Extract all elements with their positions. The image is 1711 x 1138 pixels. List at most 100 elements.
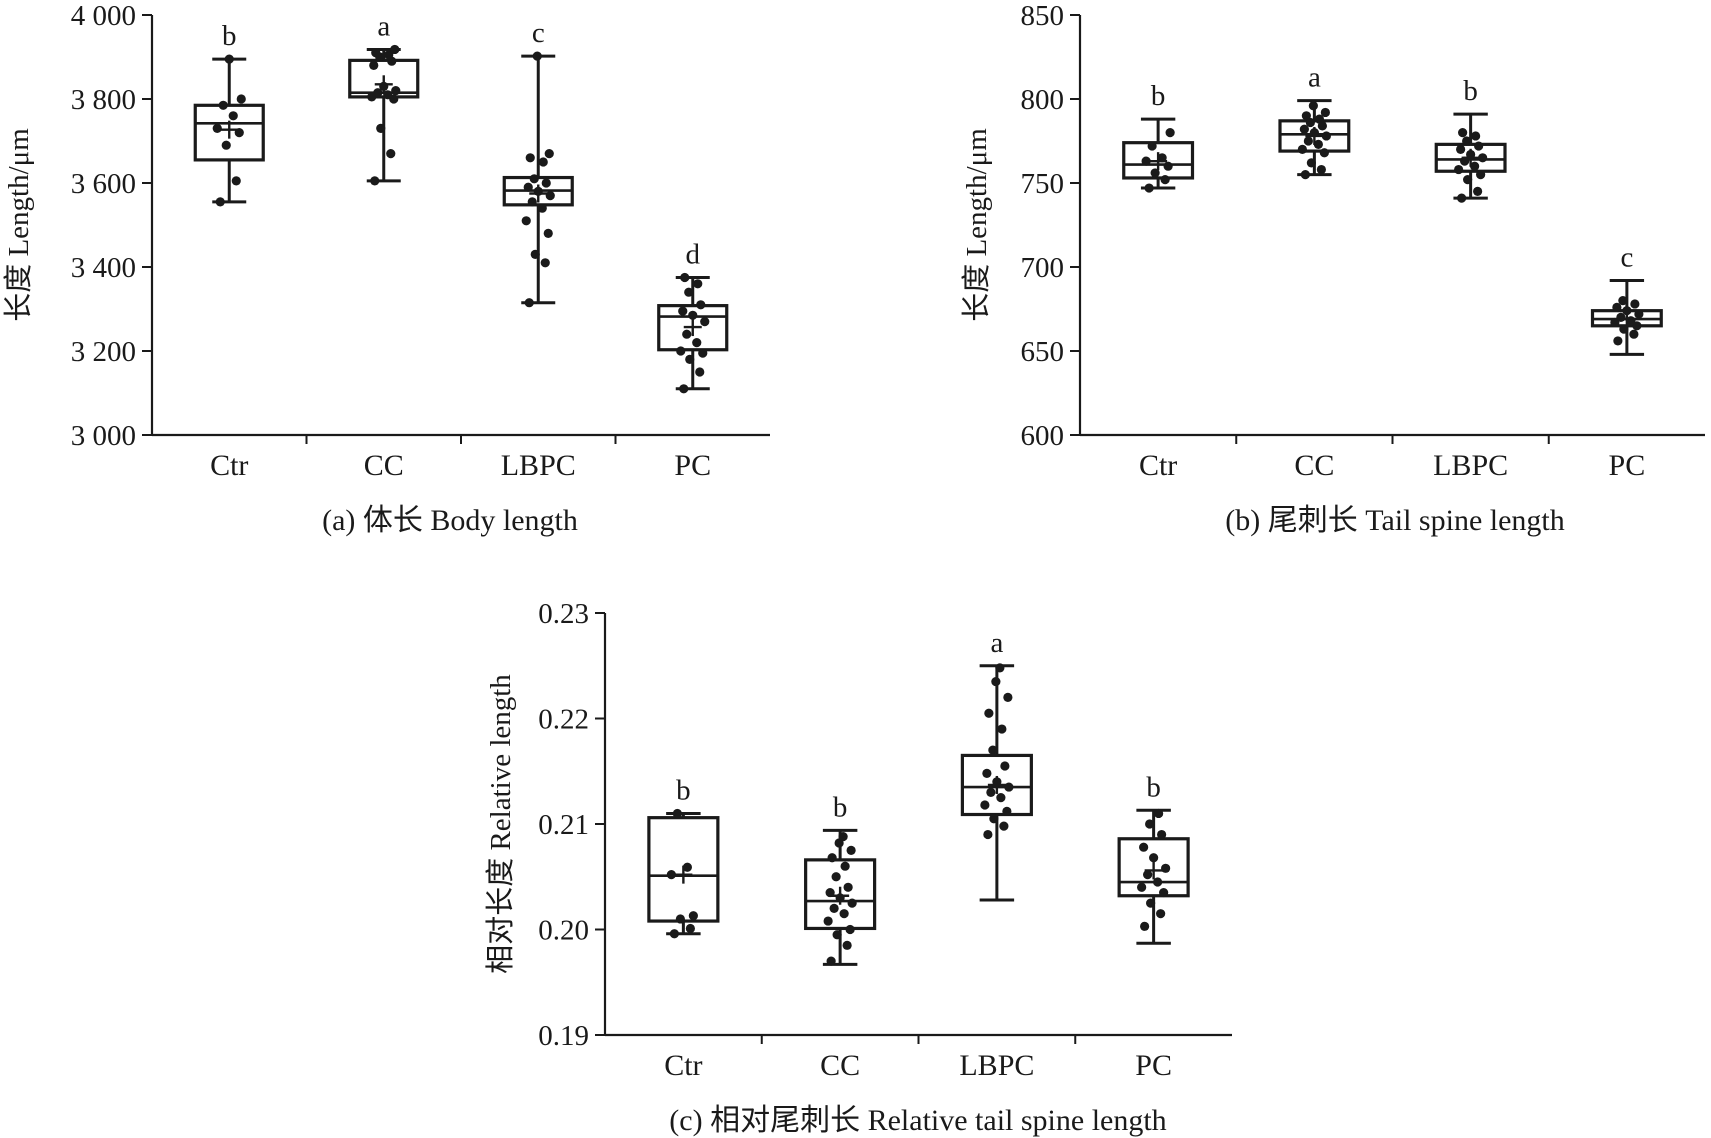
y-tick-label: 650 (1021, 336, 1065, 368)
data-point (1004, 782, 1014, 792)
data-point (1463, 175, 1473, 185)
significance-letter: a (1308, 62, 1321, 94)
y-tick-label: 3 800 (71, 84, 136, 116)
data-point (843, 882, 853, 892)
data-point (527, 197, 537, 207)
x-category-label: PC (1135, 1049, 1172, 1082)
data-point (1300, 170, 1310, 180)
data-point (666, 870, 676, 880)
data-point (847, 898, 857, 908)
x-category-label: Ctr (210, 449, 248, 482)
data-point (228, 111, 238, 121)
y-tick-label: 4 000 (71, 0, 136, 32)
significance-letter: a (990, 627, 1003, 659)
data-point (1320, 107, 1330, 118)
data-point (1474, 141, 1484, 151)
data-point (1144, 183, 1154, 193)
data-point (688, 911, 698, 921)
data-point (1458, 128, 1468, 138)
data-point (997, 724, 1007, 734)
x-category-label: Ctr (1139, 449, 1177, 482)
significance-letter: b (676, 774, 691, 806)
y-axis-label: 相对长度 Relative length (484, 674, 517, 974)
data-point (685, 354, 695, 364)
data-point (840, 861, 850, 871)
y-tick-label: 0.21 (538, 809, 589, 841)
box-group-lbpc: c (502, 17, 574, 308)
significance-letter: c (532, 17, 545, 49)
data-point (989, 814, 999, 824)
data-point (823, 916, 833, 926)
box-group-ctr: b (647, 774, 720, 939)
x-category-label: CC (1294, 449, 1334, 482)
data-point (996, 793, 1006, 803)
data-point (544, 149, 554, 159)
data-point (1457, 193, 1467, 203)
box-group-pc: d (657, 239, 729, 394)
data-point (369, 60, 379, 70)
data-point (383, 90, 393, 100)
data-point (1306, 158, 1316, 168)
data-point (1456, 144, 1466, 154)
significance-letter: d (686, 239, 701, 271)
data-point (545, 191, 555, 201)
panel-caption: (c) 相对尾刺长 Relative tail spine length (669, 1104, 1166, 1137)
data-point (212, 123, 222, 133)
x-category-label: PC (674, 449, 711, 482)
y-tick-label: 600 (1021, 420, 1065, 452)
chart-panel-1: 3 000 3 200 3 400 3 600 3 800 4 000 长度 Length/… (2, 0, 770, 537)
data-point (1629, 329, 1639, 339)
box-group-ctr: b (193, 20, 265, 207)
x-category-label: CC (364, 449, 404, 482)
data-point (838, 832, 848, 842)
y-tick-label: 0.23 (538, 598, 589, 630)
data-point (1473, 186, 1483, 196)
data-point (1618, 296, 1628, 306)
data-point (1143, 870, 1153, 880)
data-point (983, 829, 993, 840)
data-point (846, 845, 856, 855)
data-point (1156, 909, 1166, 919)
data-point (373, 88, 383, 98)
data-point (1319, 148, 1329, 158)
data-point (692, 338, 702, 348)
data-point (1160, 175, 1170, 185)
data-point (829, 903, 839, 914)
data-point (682, 862, 692, 872)
data-point (1612, 302, 1622, 312)
data-point (680, 272, 690, 283)
data-point (236, 94, 246, 104)
data-point (521, 216, 531, 226)
y-tick-label: 3 600 (71, 168, 136, 200)
data-point (1159, 887, 1169, 898)
panel-caption: (b) 尾刺长 Tail spine length (1225, 504, 1565, 537)
data-point (1470, 161, 1480, 171)
data-point (991, 676, 1001, 687)
y-tick-label: 750 (1021, 168, 1065, 200)
y-axis-label: 长度 Length/μm (960, 128, 993, 322)
data-point (675, 914, 685, 924)
data-point (995, 663, 1005, 673)
data-point (1454, 164, 1464, 175)
data-point (529, 174, 539, 184)
data-point (1000, 761, 1010, 771)
data-point (1462, 136, 1472, 146)
data-point (215, 197, 225, 207)
data-point (1154, 808, 1164, 819)
data-point (1316, 164, 1326, 175)
box-group-ctr: b (1122, 80, 1195, 193)
data-point (1161, 863, 1171, 873)
data-point (999, 821, 1009, 831)
data-point (1313, 139, 1323, 149)
x-category-label: Ctr (664, 1049, 702, 1082)
data-point (530, 249, 540, 259)
y-tick-label: 800 (1021, 84, 1065, 116)
data-point (1301, 111, 1311, 121)
data-point (1299, 124, 1309, 134)
box-group-pc: c (1590, 241, 1663, 356)
data-point (698, 348, 708, 358)
data-point (1150, 168, 1160, 178)
box-group-cc: a (348, 10, 420, 186)
panel-caption: (a) 体长 Body length (322, 504, 578, 537)
